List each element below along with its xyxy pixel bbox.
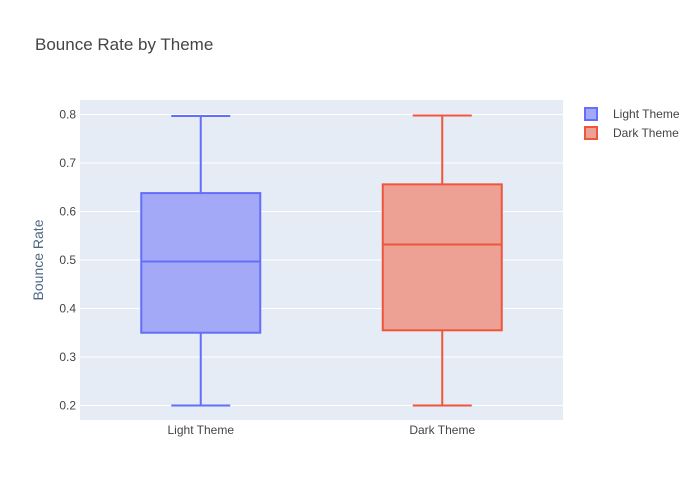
x-tick-label: Light Theme [168,423,235,437]
x-axis-ticks: Light Theme Dark Theme [168,423,476,437]
y-tick-label: 0.2 [59,398,76,412]
legend-swatch [584,107,598,121]
chart-title: Bounce Rate by Theme [35,35,213,54]
y-axis-ticks: 0.2 0.3 0.4 0.5 0.6 0.7 0.8 [59,108,76,413]
y-axis-label: Bounce Rate [30,219,46,300]
y-tick-label: 0.4 [59,301,76,315]
iqr-box [381,183,503,332]
box-plots [140,114,503,407]
box-dark-theme[interactable] [381,114,503,407]
y-tick-label: 0.5 [59,253,76,267]
legend-swatch [584,126,598,140]
legend-label: Dark Theme [613,126,679,140]
y-tick-label: 0.7 [59,156,76,170]
legend-item-light-theme[interactable]: Light Theme [584,107,680,121]
box-light-theme[interactable] [140,115,262,407]
y-tick-label: 0.8 [59,108,76,122]
y-tick-label: 0.6 [59,205,76,219]
x-tick-label: Dark Theme [409,423,475,437]
legend[interactable]: Light Theme Dark Theme [584,107,680,140]
y-tick-label: 0.3 [59,350,76,364]
legend-item-dark-theme[interactable]: Dark Theme [584,126,679,140]
legend-label: Light Theme [613,107,680,121]
iqr-box [140,192,262,334]
